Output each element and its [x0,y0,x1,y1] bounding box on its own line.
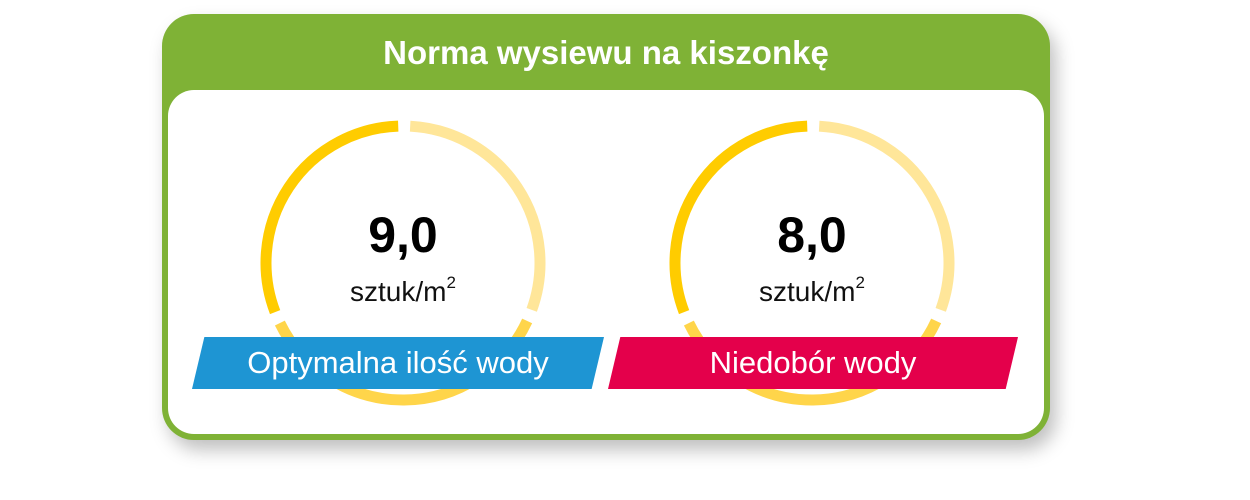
gauge-1-unit: sztuk/m2 [253,273,553,308]
gauge-2-arc-right [818,120,955,312]
unit-text: sztuk/m [350,276,447,307]
gauge-1-arc-right [409,120,546,312]
unit-text: sztuk/m [759,276,856,307]
status-badge-optimal: Optymalna ilość wody [192,337,604,389]
gauge-1-arc-left [260,120,399,315]
unit-exponent: 2 [446,273,456,292]
gauge-2-unit: sztuk/m2 [662,273,962,308]
gauge-2-arc-left [669,120,808,315]
gauge-2-value: 8,0 [777,207,847,263]
status-badge-deficit: Niedobór wody [608,337,1018,389]
unit-exponent: 2 [855,273,865,292]
gauge-1-value: 9,0 [368,207,438,263]
card-title: Norma wysiewu na kiszonkę [383,34,829,71]
